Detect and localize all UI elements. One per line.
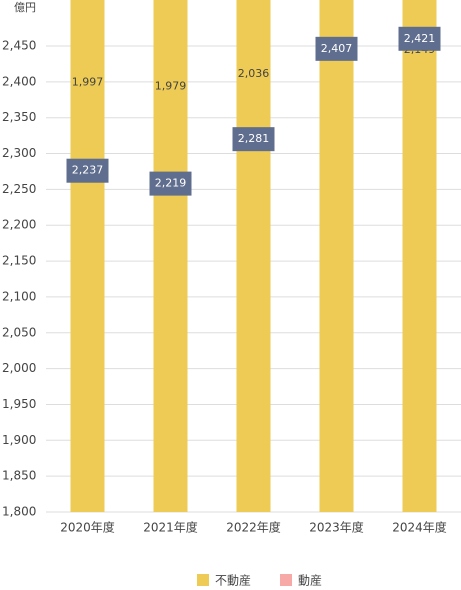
x-tick-label: 2021年度 xyxy=(143,520,198,535)
value-label: 1,997 xyxy=(72,75,104,88)
total-label: 2,219 xyxy=(155,177,187,190)
y-tick-label: 2,400 xyxy=(2,74,36,88)
x-tick-label: 2024年度 xyxy=(392,520,447,535)
y-tick-label: 2,200 xyxy=(2,218,36,232)
total-box xyxy=(149,171,192,196)
legend-label: 不動産 xyxy=(215,573,251,588)
value-label: 2,036 xyxy=(238,67,270,80)
legend-swatch xyxy=(197,574,209,586)
total-label: 2,281 xyxy=(238,132,270,145)
y-tick-label: 2,100 xyxy=(2,289,36,303)
y-tick-label: 2,000 xyxy=(2,361,36,375)
total-box xyxy=(315,36,358,61)
y-tick-label: 2,450 xyxy=(2,39,36,53)
bar-segment xyxy=(319,0,354,512)
x-tick-label: 2020年度 xyxy=(60,520,115,535)
y-tick-label: 2,350 xyxy=(2,110,36,124)
total-label: 2,237 xyxy=(72,164,104,177)
total-box xyxy=(232,127,275,152)
bar-segment xyxy=(153,0,188,512)
y-tick-label: 2,150 xyxy=(2,254,36,268)
y-tick-label: 2,050 xyxy=(2,325,36,339)
y-tick-label: 1,850 xyxy=(2,469,36,483)
y-tick-label: 1,800 xyxy=(2,505,36,519)
bar-segment xyxy=(70,0,105,513)
y-tick-label: 2,300 xyxy=(2,146,36,160)
legend-swatch xyxy=(280,574,292,586)
y-unit: 億円 xyxy=(14,1,36,14)
total-label: 2,407 xyxy=(321,42,353,55)
y-tick-label: 2,250 xyxy=(2,182,36,196)
bar-segment xyxy=(236,0,271,512)
y-tick-label: 1,950 xyxy=(2,397,36,411)
value-label: 1,979 xyxy=(155,79,187,92)
x-tick-label: 2023年度 xyxy=(309,520,364,535)
total-label: 2,421 xyxy=(404,32,436,45)
x-tick-label: 2022年度 xyxy=(226,520,281,535)
total-box xyxy=(398,26,441,51)
bar-segment xyxy=(402,0,437,512)
total-box xyxy=(66,158,109,183)
y-tick-label: 1,900 xyxy=(2,433,36,447)
legend-label: 動産 xyxy=(298,573,322,588)
